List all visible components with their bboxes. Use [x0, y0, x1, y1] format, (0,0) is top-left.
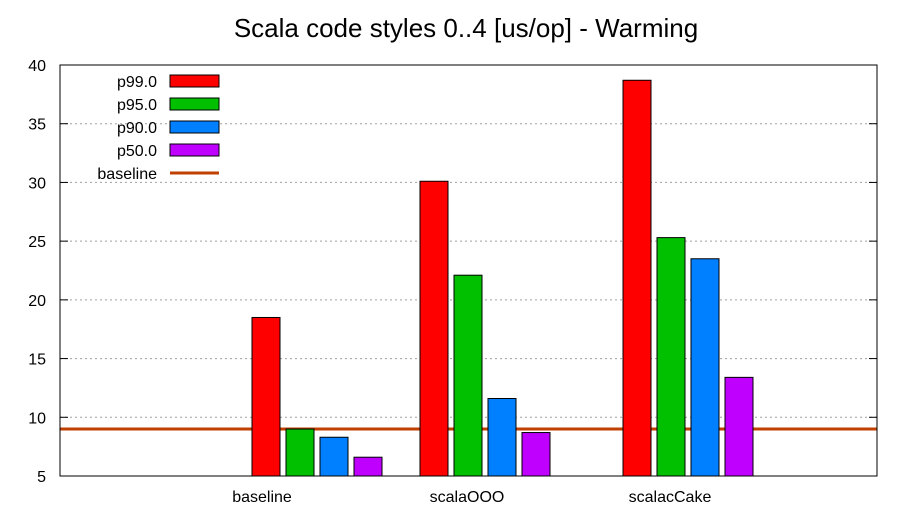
y-tick-label: 40 — [28, 58, 46, 75]
bar-p50-0-baseline — [353, 456, 383, 477]
bar-p95-0-baseline — [285, 428, 315, 477]
legend-label: p95.0 — [117, 97, 157, 114]
legend-label: baseline — [97, 166, 157, 183]
legend-swatch — [169, 97, 220, 111]
legend-label: p50.0 — [117, 143, 157, 160]
x-tick-label: baseline — [232, 489, 292, 506]
x-tick-label: scalacCake — [629, 489, 712, 506]
legend-swatch — [169, 120, 220, 134]
chart-title: Scala code styles 0..4 [us/op] - Warming — [234, 13, 698, 43]
y-tick-label: 15 — [28, 352, 46, 369]
bar-p90-0-scalacCake — [690, 258, 720, 477]
y-tick-label: 35 — [28, 117, 46, 134]
bar-p50-0-scalaOOO — [521, 432, 551, 477]
y-tick-label: 5 — [37, 469, 46, 486]
legend-label: p99.0 — [117, 74, 157, 91]
bar-p99-0-baseline — [251, 316, 281, 477]
bar-p50-0-scalacCake — [724, 376, 754, 477]
bar-p99-0-scalacCake — [622, 79, 652, 477]
legend: p99.0 p95.0 p90.0 p50.0 baseline — [97, 74, 220, 183]
y-tick-label: 10 — [28, 410, 46, 427]
legend-label: p90.0 — [117, 120, 157, 137]
bar-p95-0-scalacCake — [656, 237, 686, 477]
bars — [251, 79, 754, 477]
y-tick-label: 25 — [28, 234, 46, 251]
plot-border — [59, 64, 878, 477]
legend-swatch — [169, 143, 220, 157]
x-tick-label: scalaOOO — [430, 489, 505, 506]
bar-p90-0-scalaOOO — [487, 397, 517, 477]
legend-swatch — [169, 74, 220, 88]
bar-p95-0-scalaOOO — [453, 274, 483, 477]
y-tick-label: 20 — [28, 293, 46, 310]
axes: 5 10 15 20 25 30 35 40 baseline scalaOOO scalacCak… — [28, 58, 878, 506]
y-tick-label: 30 — [28, 175, 46, 192]
bar-p99-0-scalaOOO — [419, 180, 449, 477]
bar-p90-0-baseline — [319, 436, 349, 477]
